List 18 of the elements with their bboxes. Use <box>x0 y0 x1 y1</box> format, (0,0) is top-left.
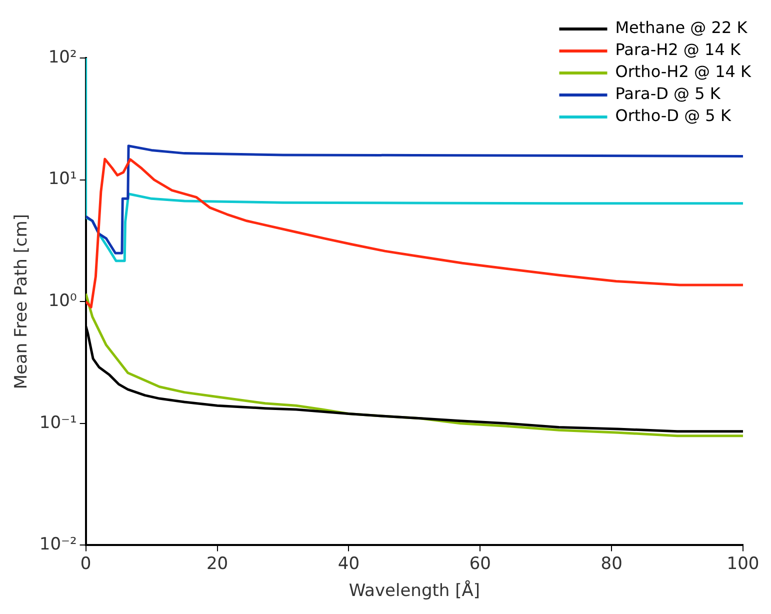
legend-label: Ortho-H2 @ 14 K <box>615 62 752 82</box>
x-tick-label: 0 <box>80 554 92 574</box>
y-tick-label: 10¹ <box>48 169 77 190</box>
legend-label: Ortho-D @ 5 K <box>615 106 732 126</box>
legend-label: Para-D @ 5 K <box>615 84 721 104</box>
y-tick-label: 10⁰ <box>48 291 77 312</box>
legend-label: Para-H2 @ 14 K <box>615 40 741 60</box>
x-tick-label: 80 <box>600 554 622 574</box>
x-tick-label: 100 <box>726 554 760 574</box>
y-tick-label: 10² <box>48 47 77 68</box>
x-tick-label: 60 <box>469 554 491 574</box>
y-tick-label: 10⁻² <box>39 534 77 555</box>
legend-label: Methane @ 22 K <box>615 18 748 38</box>
y-axis-title: Mean Free Path [cm] <box>12 214 32 390</box>
x-tick-label: 40 <box>338 554 360 574</box>
x-tick-label: 20 <box>206 554 228 574</box>
y-tick-label: 10⁻¹ <box>39 412 77 433</box>
x-axis-title: Wavelength [Å] <box>348 580 480 602</box>
